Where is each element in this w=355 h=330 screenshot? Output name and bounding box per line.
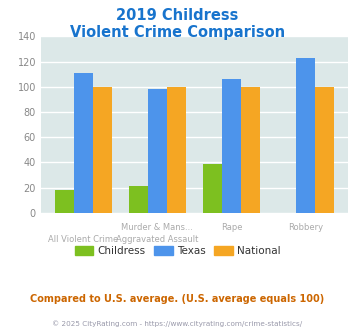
Text: All Violent Crime: All Violent Crime xyxy=(48,235,119,244)
Text: Violent Crime Comparison: Violent Crime Comparison xyxy=(70,25,285,40)
Bar xyxy=(222,79,241,213)
Text: Robbery: Robbery xyxy=(288,223,323,232)
Bar xyxy=(55,190,74,213)
Text: Murder & Mans...: Murder & Mans... xyxy=(121,223,193,232)
Text: Compared to U.S. average. (U.S. average equals 100): Compared to U.S. average. (U.S. average … xyxy=(31,294,324,304)
Text: © 2025 CityRating.com - https://www.cityrating.com/crime-statistics/: © 2025 CityRating.com - https://www.city… xyxy=(53,321,302,327)
Bar xyxy=(315,87,334,213)
Text: 2019 Childress: 2019 Childress xyxy=(116,8,239,23)
Bar xyxy=(93,87,112,213)
Text: Rape: Rape xyxy=(221,223,242,232)
Bar xyxy=(74,73,93,213)
Bar xyxy=(296,58,315,213)
Bar xyxy=(129,186,148,213)
Bar xyxy=(241,87,260,213)
Bar xyxy=(167,87,186,213)
Bar xyxy=(148,89,167,213)
Bar xyxy=(203,164,222,213)
Legend: Childress, Texas, National: Childress, Texas, National xyxy=(70,242,285,260)
Text: Aggravated Assault: Aggravated Assault xyxy=(116,235,198,244)
